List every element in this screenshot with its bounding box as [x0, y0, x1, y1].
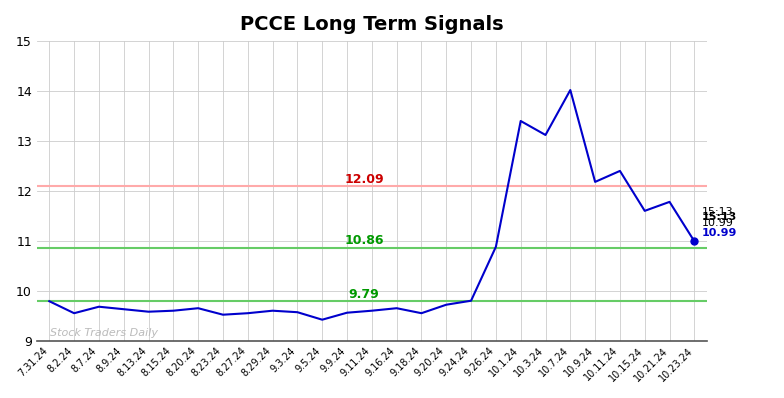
- Text: 15:13
10.99: 15:13 10.99: [702, 207, 734, 228]
- Text: 10.99: 10.99: [702, 228, 737, 238]
- Text: 15:13: 15:13: [702, 213, 737, 222]
- Text: 10.86: 10.86: [344, 234, 384, 247]
- Text: 9.79: 9.79: [349, 288, 379, 301]
- Title: PCCE Long Term Signals: PCCE Long Term Signals: [240, 15, 503, 34]
- Text: Stock Traders Daily: Stock Traders Daily: [50, 328, 158, 338]
- Text: 12.09: 12.09: [344, 173, 384, 186]
